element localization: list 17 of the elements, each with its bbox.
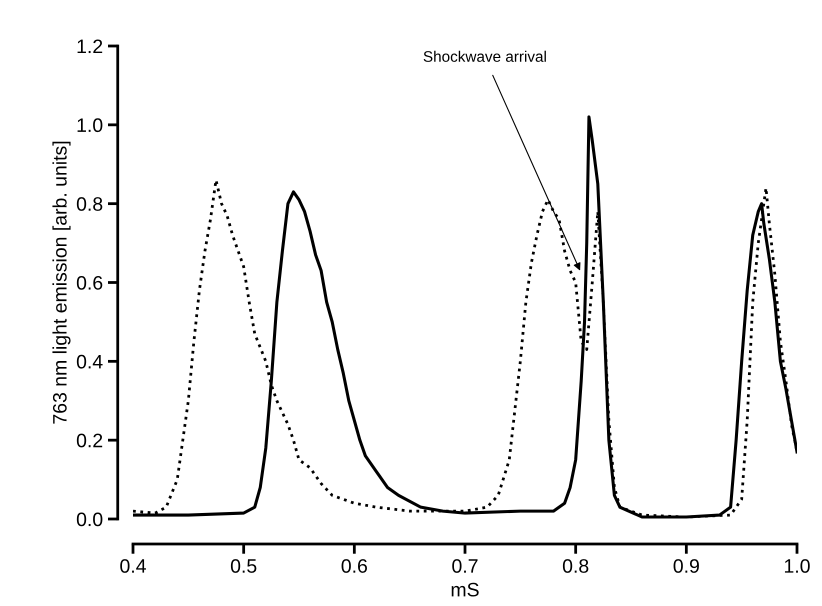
y-tick-label: 0.4 (76, 354, 103, 369)
x-axis-title: mS (452, 582, 479, 597)
x-tick-label: 0.8 (562, 559, 588, 573)
x-tick-label: 1.0 (784, 559, 810, 573)
y-axis-title: 763 nm light emission [arb. units] (52, 142, 71, 424)
y-tick-label: 0.6 (76, 276, 102, 290)
x-tick-label: 0.9 (674, 559, 699, 573)
y-tick-label: 1.0 (78, 118, 102, 132)
x-tick-label: 0.5 (230, 559, 256, 573)
y-tick-label: 0.8 (76, 197, 102, 211)
x-tick-label: 0.4 (120, 559, 146, 573)
x-tick-label: 0.7 (452, 559, 478, 573)
y-tick-label: 0.0 (76, 512, 102, 526)
y-tick-label: 1.2 (78, 39, 102, 54)
x-tick-label: 0.6 (342, 559, 367, 573)
annotation: Shockwave arrival (424, 50, 546, 62)
y-tick-label: 0.2 (76, 434, 102, 448)
